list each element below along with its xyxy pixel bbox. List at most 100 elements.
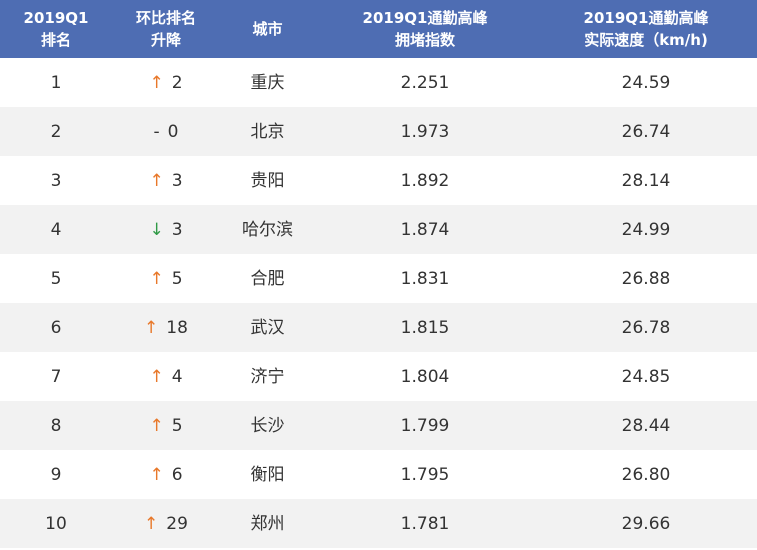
congestion-index-cell: 1.892 bbox=[315, 170, 535, 192]
change-cell: ↑ 18 bbox=[112, 317, 220, 339]
rank-change: 6 bbox=[171, 464, 183, 485]
speed-cell: 26.88 bbox=[535, 268, 757, 290]
city-cell: 郑州 bbox=[220, 513, 315, 535]
city: 北京 bbox=[250, 121, 285, 142]
trend-arrow: ↑ bbox=[149, 415, 164, 436]
table-row: 2 -0 北京 1.973 26.74 bbox=[0, 107, 757, 156]
rank-cell: 3 bbox=[0, 170, 112, 192]
table-row: 8 ↑ 5 长沙 1.799 28.44 bbox=[0, 401, 757, 450]
header-text: 实际速度（km/h) bbox=[584, 31, 708, 49]
change-cell: ↑ 29 bbox=[112, 513, 220, 535]
congestion-index: 1.973 bbox=[400, 121, 450, 142]
speed-cell: 24.59 bbox=[535, 72, 757, 94]
congestion-index-cell: 1.831 bbox=[315, 268, 535, 290]
rank: 4 bbox=[50, 219, 62, 240]
speed: 29.66 bbox=[621, 513, 671, 534]
rank: 6 bbox=[50, 317, 62, 338]
header-cell: 2019Q1通勤高峰 拥堵指数 bbox=[315, 7, 535, 51]
rank-change: 29 bbox=[166, 513, 188, 534]
header-text: 2019Q1通勤高峰 bbox=[362, 9, 488, 27]
congestion-index-cell: 1.804 bbox=[315, 366, 535, 388]
rank-change: 18 bbox=[166, 317, 188, 338]
congestion-index: 1.799 bbox=[400, 415, 450, 436]
table-row: 7 ↑ 4 济宁 1.804 24.85 bbox=[0, 352, 757, 401]
city-cell: 北京 bbox=[220, 121, 315, 143]
speed: 26.74 bbox=[621, 121, 671, 142]
table-row: 9 ↑ 6 衡阳 1.795 26.80 bbox=[0, 450, 757, 499]
rank-cell: 5 bbox=[0, 268, 112, 290]
speed-cell: 26.78 bbox=[535, 317, 757, 339]
rank: 5 bbox=[50, 268, 62, 289]
speed-cell: 26.80 bbox=[535, 464, 757, 486]
header-row: 2019Q1 排名 环比排名 升降 城市 2019Q1通勤高峰 拥堵指数 2019Q1通勤高峰… bbox=[0, 0, 757, 58]
speed-cell: 24.99 bbox=[535, 219, 757, 241]
city-cell: 贵阳 bbox=[220, 170, 315, 192]
city: 贵阳 bbox=[250, 170, 285, 191]
header-text: 环比排名 bbox=[135, 9, 196, 27]
rank-cell: 10 bbox=[0, 513, 112, 535]
speed: 28.44 bbox=[621, 415, 671, 436]
congestion-index: 1.795 bbox=[400, 464, 450, 485]
rank-cell: 9 bbox=[0, 464, 112, 486]
rank-cell: 4 bbox=[0, 219, 112, 241]
rank-change: 5 bbox=[171, 268, 183, 289]
congestion-index: 1.804 bbox=[400, 366, 450, 387]
change-cell: ↑ 3 bbox=[112, 170, 220, 192]
trend-arrow: ↑ bbox=[149, 170, 164, 191]
rank: 1 bbox=[50, 72, 62, 93]
city-cell: 济宁 bbox=[220, 366, 315, 388]
header-cell: 2019Q1通勤高峰 实际速度（km/h) bbox=[535, 7, 757, 51]
city: 哈尔滨 bbox=[242, 219, 293, 240]
header-text: 城市 bbox=[252, 20, 283, 38]
rank-cell: 1 bbox=[0, 72, 112, 94]
speed: 24.59 bbox=[621, 72, 671, 93]
rank: 8 bbox=[50, 415, 62, 436]
header-cell: 2019Q1 排名 bbox=[0, 7, 112, 51]
city-cell: 重庆 bbox=[220, 72, 315, 94]
city: 武汉 bbox=[250, 317, 285, 338]
rank-change: 0 bbox=[167, 121, 179, 142]
rank-cell: 8 bbox=[0, 415, 112, 437]
speed: 28.14 bbox=[621, 170, 671, 191]
change-cell: ↓ 3 bbox=[112, 219, 220, 241]
change-cell: ↑ 6 bbox=[112, 464, 220, 486]
speed: 26.88 bbox=[621, 268, 671, 289]
rank: 10 bbox=[45, 513, 67, 534]
congestion-index-cell: 1.973 bbox=[315, 121, 535, 143]
city: 郑州 bbox=[250, 513, 285, 534]
city: 合肥 bbox=[250, 268, 285, 289]
congestion-index: 1.831 bbox=[400, 268, 450, 289]
trend-arrow: ↑ bbox=[144, 317, 159, 338]
speed-cell: 26.74 bbox=[535, 121, 757, 143]
speed-cell: 29.66 bbox=[535, 513, 757, 535]
header-text: 排名 bbox=[40, 31, 71, 49]
congestion-index: 1.781 bbox=[400, 513, 450, 534]
rank: 9 bbox=[50, 464, 62, 485]
congestion-index-cell: 1.815 bbox=[315, 317, 535, 339]
rank: 3 bbox=[50, 170, 62, 191]
table-row: 4 ↓ 3 哈尔滨 1.874 24.99 bbox=[0, 205, 757, 254]
table-row: 10 ↑ 29 郑州 1.781 29.66 bbox=[0, 499, 757, 548]
speed: 24.85 bbox=[621, 366, 671, 387]
change-cell: ↑ 5 bbox=[112, 268, 220, 290]
congestion-index: 2.251 bbox=[400, 72, 450, 93]
city-cell: 哈尔滨 bbox=[220, 219, 315, 241]
congestion-index: 1.874 bbox=[400, 219, 450, 240]
header-text: 拥堵指数 bbox=[394, 31, 455, 49]
trend-arrow: ↑ bbox=[149, 268, 164, 289]
trend-arrow: ↑ bbox=[144, 513, 159, 534]
rank: 7 bbox=[50, 366, 62, 387]
congestion-index-cell: 1.874 bbox=[315, 219, 535, 241]
trend-arrow: ↓ bbox=[149, 219, 164, 240]
congestion-index-cell: 2.251 bbox=[315, 72, 535, 94]
city: 长沙 bbox=[250, 415, 285, 436]
trend-arrow: - bbox=[153, 121, 160, 142]
speed-cell: 24.85 bbox=[535, 366, 757, 388]
table-row: 5 ↑ 5 合肥 1.831 26.88 bbox=[0, 254, 757, 303]
header-text: 升降 bbox=[150, 31, 181, 49]
city: 衡阳 bbox=[250, 464, 285, 485]
congestion-index-cell: 1.799 bbox=[315, 415, 535, 437]
trend-arrow: ↑ bbox=[149, 366, 164, 387]
city-cell: 衡阳 bbox=[220, 464, 315, 486]
